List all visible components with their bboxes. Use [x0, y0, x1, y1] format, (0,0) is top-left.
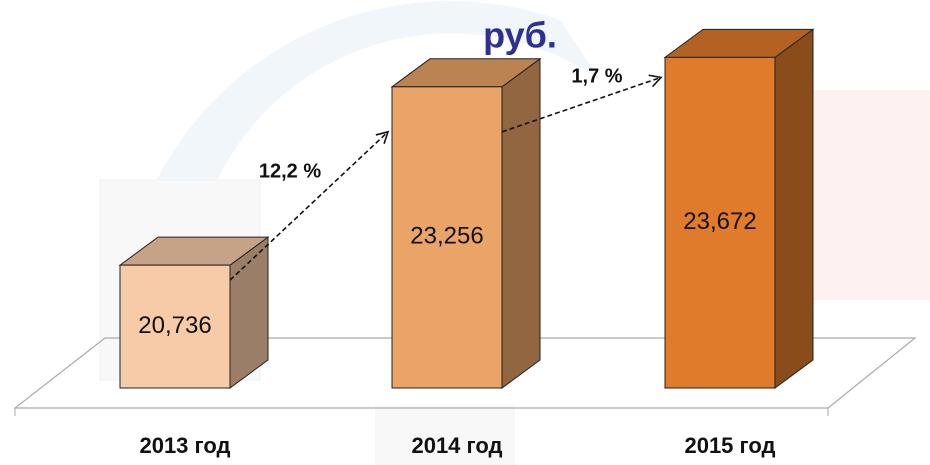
bar — [119, 264, 231, 389]
value-label: 23,672 — [683, 208, 756, 235]
growth-label: 1,7 % — [571, 65, 622, 87]
growth-arrow — [229, 130, 390, 281]
x-tick-label: 2014 год — [411, 433, 502, 458]
x-tick-label: 2013 год — [139, 433, 230, 458]
growth-arrow — [501, 74, 663, 133]
value-label: 23,256 — [410, 223, 483, 250]
bar — [391, 86, 503, 389]
x-tick-label: 2015 год — [684, 433, 775, 458]
bar-side — [501, 57, 541, 389]
growth-label: 12,2 % — [259, 160, 321, 182]
bar — [664, 56, 776, 389]
floor — [13, 337, 917, 409]
chart-title: руб. — [483, 15, 557, 56]
value-label: 20,736 — [138, 312, 211, 339]
bar-side — [774, 28, 814, 389]
